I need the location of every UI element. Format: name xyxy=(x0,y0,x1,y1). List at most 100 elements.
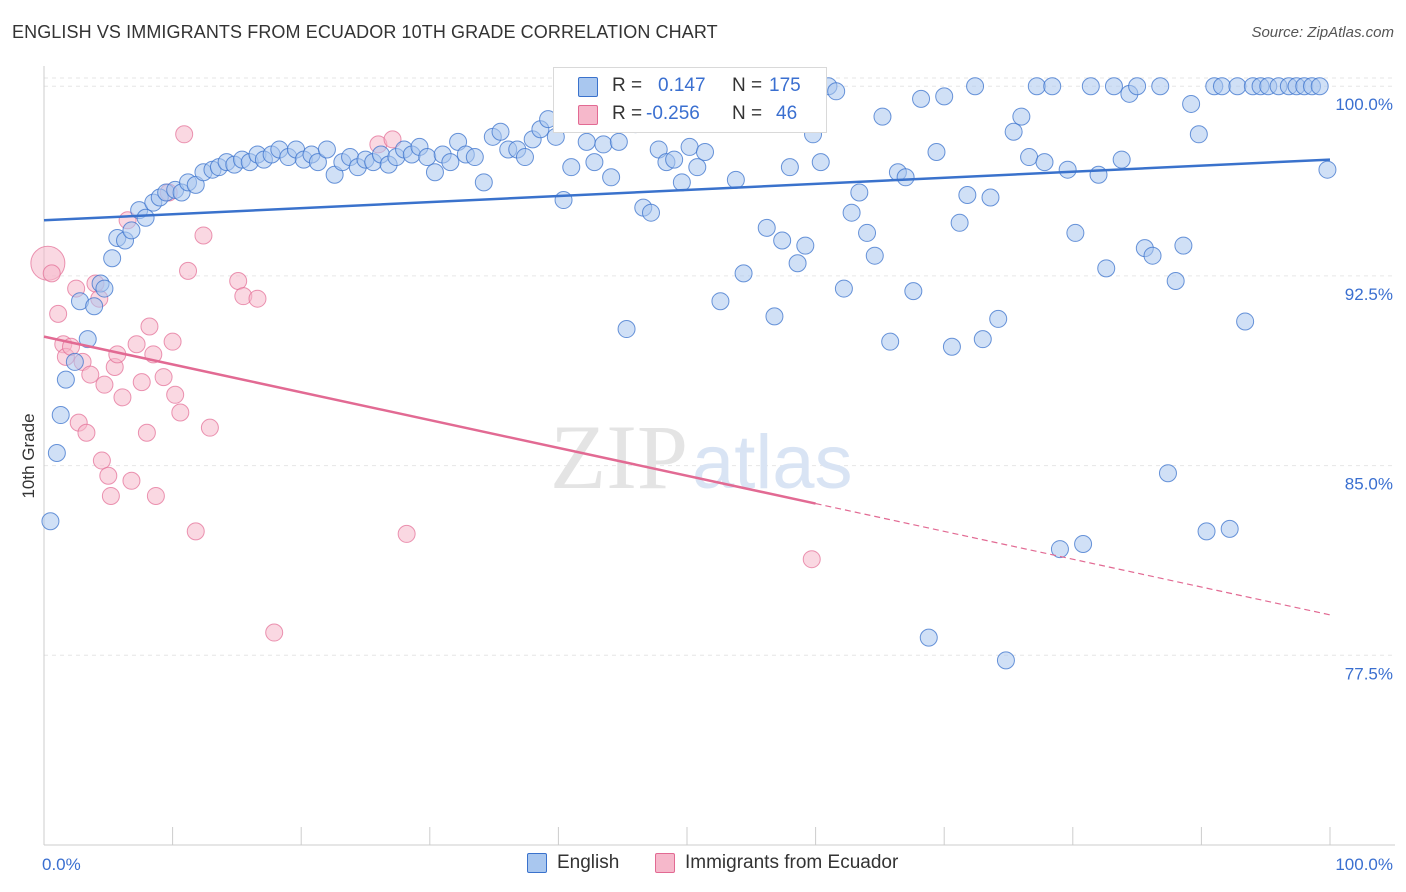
data-point-english xyxy=(1097,259,1116,278)
data-point-ecuador xyxy=(163,332,182,351)
data-point-english xyxy=(726,170,745,189)
data-point-english xyxy=(1174,236,1193,255)
data-point-english xyxy=(688,158,707,177)
data-point-ecuador xyxy=(122,471,141,490)
data-point-english xyxy=(1081,77,1100,96)
chart-title: ENGLISH VS IMMIGRANTS FROM ECUADOR 10TH … xyxy=(12,22,718,42)
stats-legend: R = 0.147 N = 175 R = -0.256 N = 46 xyxy=(553,67,827,133)
legend-r-label: R = xyxy=(612,103,643,124)
data-point-ecuador xyxy=(179,261,198,280)
data-point-english xyxy=(858,223,877,242)
data-point-english xyxy=(796,236,815,255)
data-point-ecuador xyxy=(383,130,402,149)
data-point-ecuador xyxy=(166,385,185,404)
data-point-ecuador xyxy=(194,226,213,245)
data-point-english xyxy=(919,628,938,647)
data-point-english xyxy=(1050,540,1069,559)
data-point-english xyxy=(1228,77,1247,96)
bottom-legend-label-english: English xyxy=(557,852,620,873)
data-point-english xyxy=(1066,223,1085,242)
legend-n-label: N = xyxy=(732,75,763,96)
data-point-english xyxy=(950,213,969,232)
data-point-english xyxy=(1143,246,1162,265)
data-point-english xyxy=(1220,519,1239,538)
data-point-ecuador xyxy=(49,304,68,323)
data-point-english xyxy=(1212,77,1231,96)
data-point-english xyxy=(78,330,97,349)
data-point-english xyxy=(811,153,830,172)
data-point-english xyxy=(973,330,992,349)
data-point-english xyxy=(1158,464,1177,483)
data-point-english xyxy=(865,246,884,265)
data-point-english xyxy=(873,107,892,126)
bottom-legend-label-ecuador: Immigrants from Ecuador xyxy=(685,852,899,873)
data-point-english xyxy=(773,231,792,250)
data-point-ecuador xyxy=(95,375,114,394)
data-point-ecuador xyxy=(92,451,111,470)
data-point-english xyxy=(1166,271,1185,290)
data-point-english xyxy=(989,309,1008,328)
data-point-ecuador xyxy=(127,335,146,354)
legend-n-value: 46 xyxy=(776,103,798,124)
legend-n-value: 175 xyxy=(769,75,801,96)
data-point-english xyxy=(1151,77,1170,96)
data-point-english xyxy=(981,188,1000,207)
data-point-english xyxy=(1089,165,1108,184)
data-point-english xyxy=(927,142,946,161)
watermark-zip: ZIP xyxy=(550,406,688,508)
data-point-ecuador xyxy=(140,317,159,336)
legend-r-value: 0.147 xyxy=(658,75,706,96)
data-point-ecuador xyxy=(171,403,190,422)
x-tick-label: 100.0% xyxy=(1335,855,1393,874)
data-point-english xyxy=(136,208,155,227)
data-point-english xyxy=(958,185,977,204)
data-point-ecuador xyxy=(265,623,284,642)
data-point-english xyxy=(1318,160,1337,179)
data-point-english xyxy=(842,203,861,222)
trend-line-ecuador-extrapolated xyxy=(815,502,1331,616)
data-point-english xyxy=(103,249,122,268)
data-point-ecuador xyxy=(146,486,165,505)
axes xyxy=(43,66,1395,846)
data-point-ecuador xyxy=(186,522,205,541)
data-point-english xyxy=(56,370,75,389)
data-point-english xyxy=(896,168,915,187)
data-point-english xyxy=(585,153,604,172)
y-tick-label: 100.0% xyxy=(1335,95,1393,114)
legend-r-label: R = xyxy=(612,75,643,96)
data-point-ecuador xyxy=(200,418,219,437)
data-point-english xyxy=(85,297,104,316)
data-point-english xyxy=(1189,125,1208,144)
data-point-english xyxy=(942,337,961,356)
data-point-english xyxy=(665,150,684,169)
data-point-english xyxy=(122,221,141,240)
data-point-english xyxy=(1027,77,1046,96)
data-point-english xyxy=(425,163,444,182)
data-point-english xyxy=(1104,77,1123,96)
bottom-legend-swatch-english xyxy=(527,853,547,873)
data-point-ecuador xyxy=(397,524,416,543)
legend-swatch-english xyxy=(578,77,598,97)
y-tick-label: 77.5% xyxy=(1345,664,1393,683)
y-axis-label: 10th Grade xyxy=(19,413,38,498)
watermark-atlas: atlas xyxy=(692,420,853,505)
data-point-english xyxy=(465,148,484,167)
data-point-english xyxy=(672,173,691,192)
data-point-english xyxy=(577,132,596,151)
data-point-ecuador xyxy=(99,466,118,485)
trend-line-ecuador xyxy=(43,335,816,505)
data-point-english xyxy=(65,352,84,371)
chart-source: Source: ZipAtlas.com xyxy=(1251,24,1394,41)
data-point-english xyxy=(827,82,846,101)
data-point-english xyxy=(554,191,573,210)
legend-swatch-ecuador xyxy=(578,105,598,125)
data-point-english xyxy=(757,218,776,237)
data-point-english xyxy=(594,135,613,154)
data-point-english xyxy=(680,137,699,156)
data-point-english xyxy=(788,254,807,273)
data-point-ecuador xyxy=(113,388,132,407)
trend-line-english xyxy=(43,158,1331,222)
data-point-english xyxy=(1043,77,1062,96)
data-point-english xyxy=(1004,122,1023,141)
